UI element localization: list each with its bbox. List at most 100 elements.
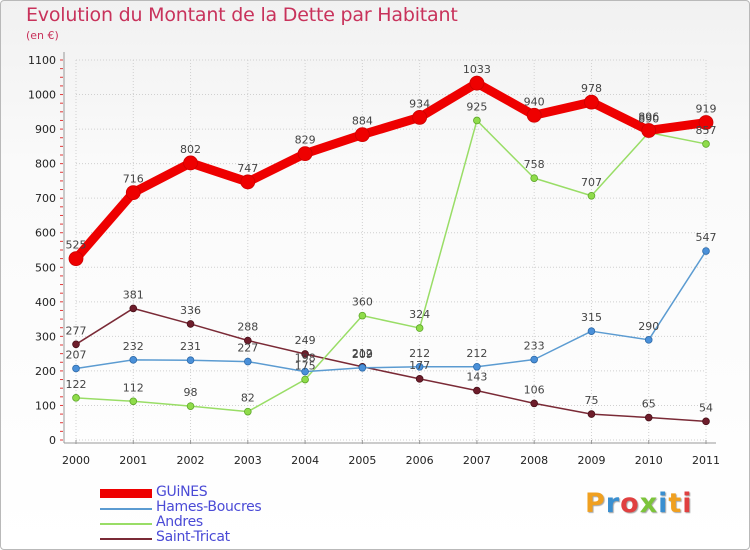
data-point (587, 191, 596, 200)
data-label: 315 (581, 311, 602, 324)
data-label: 207 (66, 348, 87, 361)
data-label: 112 (123, 381, 144, 394)
axes: 0 100 200 300 400 500 600 700 800 900 1000 1100 2000… (28, 52, 720, 467)
logo-letter: t (668, 488, 683, 519)
series-line (75, 250, 707, 373)
data-label: 65 (642, 398, 656, 411)
data-label: 381 (123, 288, 144, 301)
y-tick-label: 1000 (28, 89, 56, 102)
data-point (72, 394, 80, 402)
data-label: 919 (696, 103, 717, 116)
data-point (301, 350, 309, 358)
logo-letter: P (585, 488, 606, 519)
data-point (358, 363, 367, 372)
data-point (186, 356, 195, 365)
data-point (412, 109, 428, 125)
data-point (587, 410, 596, 418)
data-point (186, 320, 195, 328)
data-point (354, 127, 370, 143)
data-point (584, 94, 599, 110)
legend-label: GUiNES (156, 484, 208, 500)
y-tick-label: 600 (35, 227, 56, 240)
legend-swatch (100, 508, 152, 510)
chart-subtitle: (en €) (26, 29, 59, 42)
data-point (469, 75, 485, 91)
data-point (644, 413, 653, 422)
data-label: 227 (237, 342, 258, 355)
series-layer (68, 75, 714, 426)
data-point (415, 324, 424, 332)
data-point (644, 336, 653, 344)
data-label: 198 (295, 352, 316, 365)
x-tick-label: 2000 (62, 454, 90, 467)
logo-letter: r (605, 488, 621, 519)
data-label: 277 (66, 324, 87, 337)
data-label: 896 (638, 110, 659, 123)
y-tick-label: 900 (35, 123, 56, 136)
data-label: 747 (237, 162, 258, 175)
data-label: 249 (295, 334, 316, 347)
data-label: 122 (66, 378, 87, 391)
data-label: 106 (524, 383, 545, 396)
x-tick-label: 2009 (577, 454, 605, 467)
data-label: 336 (180, 304, 201, 317)
logo-letter: o (620, 488, 640, 519)
x-tick-label: 2001 (119, 454, 147, 467)
data-label: 360 (352, 296, 373, 309)
data-point (129, 304, 138, 313)
data-point (698, 115, 714, 130)
y-tick-label: 800 (35, 158, 56, 171)
legend-swatch (100, 538, 152, 540)
data-point (473, 116, 481, 125)
legend-label: Andres (156, 514, 203, 530)
data-label: 829 (295, 134, 316, 147)
data-point (530, 174, 538, 182)
y-tick-label: 1100 (28, 54, 56, 67)
data-label: 54 (699, 401, 713, 414)
data-label: 890 (638, 113, 659, 126)
data-label: 82 (241, 392, 255, 405)
data-point (186, 402, 195, 410)
x-tick-label: 2006 (406, 454, 434, 467)
y-tick-label: 100 (35, 399, 56, 412)
data-point (530, 355, 538, 364)
data-label: 212 (466, 347, 487, 360)
series-line (71, 78, 711, 264)
data-point (526, 107, 542, 123)
data-point (129, 397, 138, 406)
data-point (530, 399, 538, 408)
x-tick-label: 2004 (291, 454, 319, 467)
logo-letter: x (639, 488, 659, 519)
data-point (301, 367, 309, 376)
data-point (297, 146, 313, 162)
logo-letter: i (658, 488, 669, 519)
data-point (72, 364, 80, 373)
data-label: 1033 (463, 63, 491, 76)
y-tick-label: 400 (35, 296, 56, 309)
legend-swatch (100, 523, 152, 525)
data-label: 212 (409, 347, 430, 360)
legend-label: Hames-Boucres (156, 499, 262, 515)
data-label: 232 (123, 340, 144, 353)
data-label: 547 (696, 231, 717, 244)
data-label: 802 (180, 143, 201, 156)
data-point (301, 375, 309, 384)
y-tick-label: 0 (49, 434, 56, 447)
legend-label: Saint-Tricat (156, 529, 230, 545)
chart-title: Evolution du Montant de la Dette par Hab… (26, 4, 458, 26)
data-point (415, 362, 424, 371)
x-tick-label: 2003 (234, 454, 262, 467)
data-label: 75 (584, 394, 598, 407)
data-point (244, 357, 252, 366)
x-tick-label: 2007 (463, 454, 491, 467)
x-tick-label: 2008 (520, 454, 548, 467)
data-label: 290 (638, 320, 659, 333)
legend-swatch (100, 489, 152, 498)
data-label: 324 (409, 308, 430, 321)
data-label: 716 (123, 173, 144, 186)
data-point (473, 362, 481, 371)
data-point (244, 407, 252, 416)
